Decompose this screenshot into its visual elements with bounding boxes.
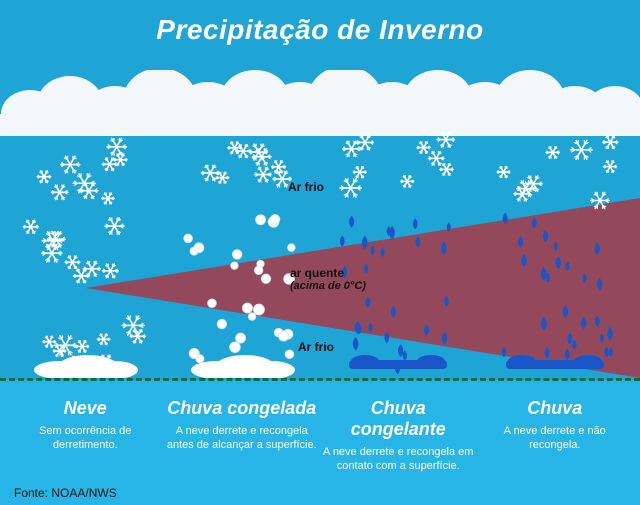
category-title-rain: Chuva	[480, 398, 631, 419]
precip-column-rain	[480, 128, 631, 376]
precip-sleet	[171, 128, 314, 376]
category-title-sleet: Chuva congelada	[167, 398, 318, 419]
category-row: Neve Sem ocorrência de derretimento. Chu…	[10, 398, 630, 474]
category-desc-snow: Sem ocorrência de derretimento.	[10, 425, 161, 453]
precip-columns	[10, 128, 630, 376]
precip-column-snow	[10, 128, 161, 376]
warm-air-sublabel: (acima de 0°C)	[290, 280, 366, 292]
precip-snow	[14, 128, 157, 376]
ground-pile-freezing_rain	[323, 352, 474, 372]
category-freezing_rain: Chuva congelante A neve derrete e recong…	[323, 398, 474, 474]
ground-pile-rain	[480, 352, 631, 372]
category-title-freezing_rain: Chuva congelante	[323, 398, 474, 440]
cloud-band	[0, 70, 640, 136]
infographic-title: Precipitação de Inverno	[0, 14, 640, 46]
cold-air-lower-label: Ar frio	[298, 340, 334, 354]
precip-rain	[484, 128, 627, 376]
category-rain: Chuva A neve derrete e não recongela.	[480, 398, 631, 474]
ground-pile-sleet	[167, 352, 318, 378]
category-sleet: Chuva congelada A neve derrete e reconge…	[167, 398, 318, 474]
ground-pile-snow	[10, 352, 161, 378]
category-desc-sleet: A neve derrete e recongela antes de alca…	[167, 425, 318, 453]
warm-air-label: ar quente	[290, 266, 344, 280]
source-attribution: Fonte: NOAA/NWS	[14, 486, 117, 500]
precip-column-freezing_rain	[323, 128, 474, 376]
category-title-snow: Neve	[10, 398, 161, 419]
precip-freezing_rain	[327, 128, 470, 376]
category-desc-freezing_rain: A neve derrete e recongela em contato co…	[323, 446, 474, 474]
cold-air-upper-label: Ar frio	[288, 180, 324, 194]
ground-line	[0, 378, 640, 381]
category-desc-rain: A neve derrete e não recongela.	[480, 425, 631, 453]
category-snow: Neve Sem ocorrência de derretimento.	[10, 398, 161, 474]
precip-column-sleet	[167, 128, 318, 376]
